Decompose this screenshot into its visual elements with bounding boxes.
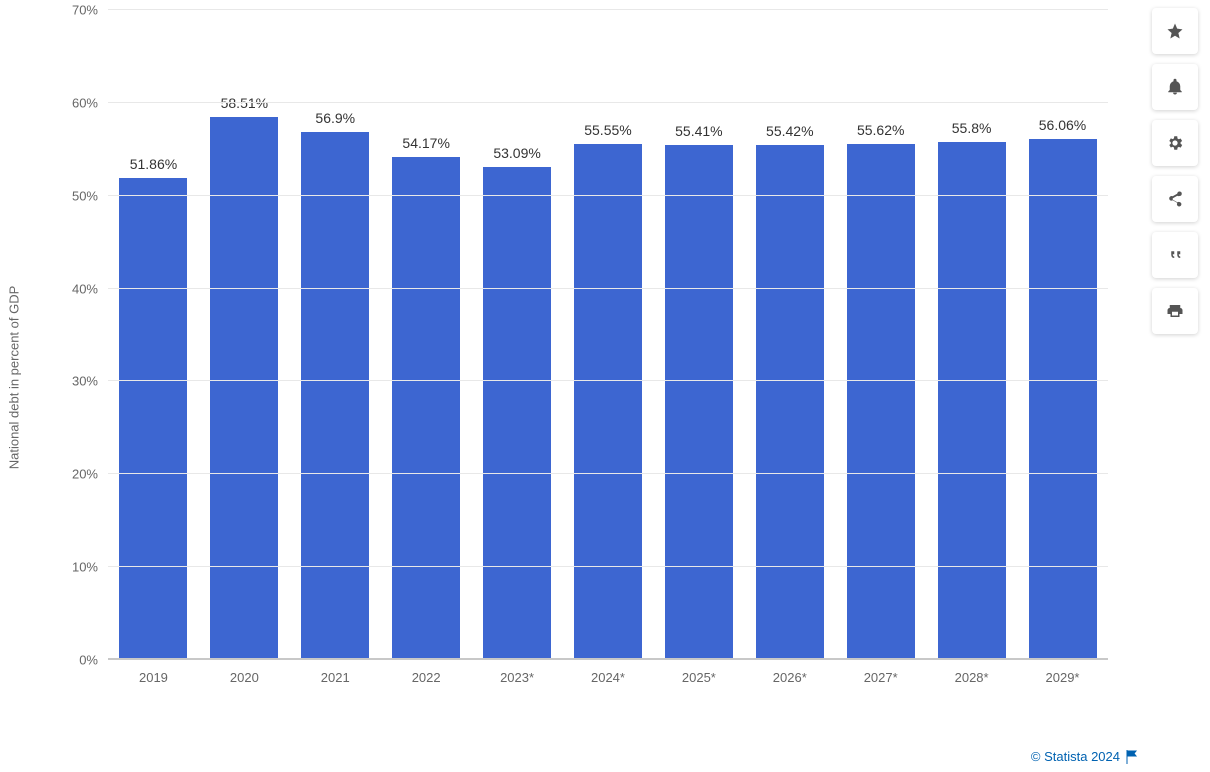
bar-value-label: 55.55% bbox=[584, 122, 631, 138]
flag-icon bbox=[1126, 750, 1138, 764]
bars-container: 51.86%201958.51%202056.9%202154.17%20225… bbox=[108, 10, 1108, 660]
bar-slot: 58.51%2020 bbox=[199, 10, 290, 660]
bar-value-label: 56.06% bbox=[1039, 117, 1086, 133]
bar-slot: 53.09%2023* bbox=[472, 10, 563, 660]
y-tick-label: 30% bbox=[72, 374, 98, 389]
gridline bbox=[108, 380, 1108, 381]
gridline bbox=[108, 195, 1108, 196]
bar-slot: 56.06%2029* bbox=[1017, 10, 1108, 660]
star-icon bbox=[1166, 22, 1184, 40]
bar-slot: 55.62%2027* bbox=[835, 10, 926, 660]
bar-value-label: 55.62% bbox=[857, 122, 904, 138]
bar[interactable] bbox=[574, 144, 642, 660]
bar[interactable] bbox=[938, 142, 1006, 660]
bar[interactable] bbox=[119, 178, 187, 660]
gridline bbox=[108, 288, 1108, 289]
gridline bbox=[108, 102, 1108, 103]
quote-icon bbox=[1166, 246, 1184, 264]
side-toolbar bbox=[1152, 8, 1198, 334]
y-tick-label: 40% bbox=[72, 281, 98, 296]
bar-slot: 54.17%2022 bbox=[381, 10, 472, 660]
x-tick-label: 2029* bbox=[1046, 670, 1080, 685]
bar-value-label: 54.17% bbox=[402, 135, 449, 151]
bar-value-label: 56.9% bbox=[315, 110, 355, 126]
x-tick-label: 2024* bbox=[591, 670, 625, 685]
bar[interactable] bbox=[392, 157, 460, 660]
bar[interactable] bbox=[1029, 139, 1097, 660]
bar-slot: 55.42%2026* bbox=[744, 10, 835, 660]
bar-slot: 55.55%2024* bbox=[563, 10, 654, 660]
x-tick-label: 2025* bbox=[682, 670, 716, 685]
gear-icon bbox=[1166, 134, 1184, 152]
bar[interactable] bbox=[756, 145, 824, 660]
y-tick-label: 10% bbox=[72, 560, 98, 575]
bar-slot: 55.41%2025* bbox=[653, 10, 744, 660]
x-tick-label: 2028* bbox=[955, 670, 989, 685]
favorite-button[interactable] bbox=[1152, 8, 1198, 54]
plot-area: 51.86%201958.51%202056.9%202154.17%20225… bbox=[108, 10, 1108, 660]
x-tick-label: 2023* bbox=[500, 670, 534, 685]
x-tick-label: 2027* bbox=[864, 670, 898, 685]
settings-button[interactable] bbox=[1152, 120, 1198, 166]
x-tick-label: 2026* bbox=[773, 670, 807, 685]
gridline bbox=[108, 9, 1108, 10]
gridline bbox=[108, 658, 1108, 660]
attribution-text: © Statista 2024 bbox=[1031, 749, 1120, 764]
y-axis-label: National debt in percent of GDP bbox=[7, 286, 22, 470]
bar[interactable] bbox=[483, 167, 551, 660]
gridline bbox=[108, 473, 1108, 474]
attribution[interactable]: © Statista 2024 bbox=[1031, 749, 1138, 764]
share-icon bbox=[1166, 190, 1184, 208]
bar-slot: 55.8%2028* bbox=[926, 10, 1017, 660]
bar[interactable] bbox=[210, 117, 278, 660]
bar-value-label: 53.09% bbox=[493, 145, 540, 161]
y-tick-label: 50% bbox=[72, 188, 98, 203]
gridline bbox=[108, 566, 1108, 567]
x-tick-label: 2022 bbox=[412, 670, 441, 685]
bar[interactable] bbox=[665, 145, 733, 660]
print-button[interactable] bbox=[1152, 288, 1198, 334]
y-tick-label: 60% bbox=[72, 95, 98, 110]
x-tick-label: 2021 bbox=[321, 670, 350, 685]
chart-wrapper: National debt in percent of GDP 51.86%20… bbox=[0, 0, 1140, 740]
y-tick-label: 0% bbox=[79, 653, 98, 668]
share-button[interactable] bbox=[1152, 176, 1198, 222]
bar-value-label: 55.8% bbox=[952, 120, 992, 136]
y-tick-label: 70% bbox=[72, 3, 98, 18]
bar[interactable] bbox=[847, 144, 915, 660]
x-tick-label: 2019 bbox=[139, 670, 168, 685]
y-tick-label: 20% bbox=[72, 467, 98, 482]
x-tick-label: 2020 bbox=[230, 670, 259, 685]
bar-value-label: 55.42% bbox=[766, 123, 813, 139]
cite-button[interactable] bbox=[1152, 232, 1198, 278]
alert-button[interactable] bbox=[1152, 64, 1198, 110]
bell-icon bbox=[1166, 78, 1184, 96]
print-icon bbox=[1166, 302, 1184, 320]
bar-value-label: 55.41% bbox=[675, 123, 722, 139]
bar-value-label: 51.86% bbox=[130, 156, 177, 172]
bar-slot: 51.86%2019 bbox=[108, 10, 199, 660]
bar[interactable] bbox=[301, 132, 369, 660]
bar-slot: 56.9%2021 bbox=[290, 10, 381, 660]
